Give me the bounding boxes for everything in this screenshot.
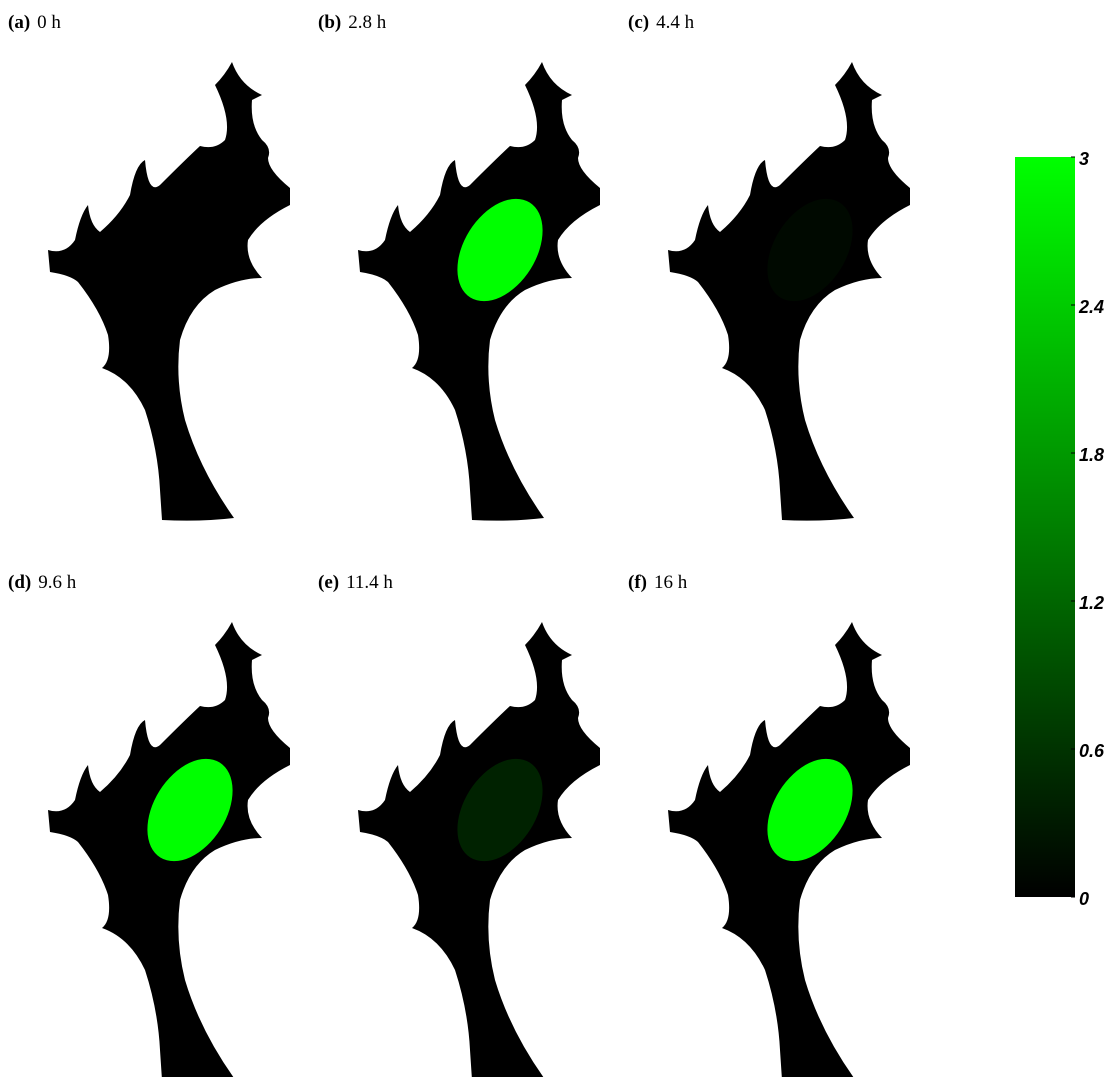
colorbar (1015, 157, 1075, 897)
panel-label: (d) 9.6 h (8, 572, 77, 593)
colorbar-tick-label: 0 (1079, 889, 1089, 909)
colorbar-tick-label: 2.4 (1078, 297, 1104, 317)
panel-label: (b) 2.8 h (318, 12, 387, 33)
nucleus (767, 198, 853, 302)
nucleus (147, 758, 233, 862)
panel-letter: (e) (318, 572, 339, 593)
panel-label: (e) 11.4 h (318, 572, 393, 593)
colorbar-tick-label: 3 (1079, 149, 1089, 169)
panel-time: 4.4 h (656, 12, 695, 33)
panel-time: 0 h (37, 12, 61, 33)
panel-letter: (a) (8, 12, 30, 33)
panel: (b) 2.8 h (318, 12, 600, 521)
panel-time: 16 h (654, 572, 688, 593)
panel-label: (f) 16 h (628, 572, 688, 593)
panel-letter: (c) (628, 12, 649, 33)
panel-time: 2.8 h (348, 12, 387, 33)
panel-letter: (d) (8, 572, 31, 593)
nucleus (457, 198, 543, 302)
nucleus (457, 758, 543, 862)
colorbar-tick-label: 1.2 (1079, 593, 1104, 613)
colorbar-tick-label: 0.6 (1079, 741, 1105, 761)
panel-time: 9.6 h (38, 572, 77, 593)
panel: (e) 11.4 h (318, 572, 600, 1077)
panel-letter: (b) (318, 12, 341, 33)
panel: (c) 4.4 h (628, 12, 910, 521)
nucleus (767, 758, 853, 862)
panel-label: (a) 0 h (8, 12, 61, 33)
colorbar-tick-label: 1.8 (1079, 445, 1104, 465)
panel: (a) 0 h (8, 12, 290, 521)
panel: (f) 16 h (628, 572, 910, 1077)
panel: (d) 9.6 h (8, 572, 290, 1077)
nucleus (147, 198, 233, 302)
panel-letter: (f) (628, 572, 647, 593)
panel-time: 11.4 h (346, 572, 393, 593)
panel-label: (c) 4.4 h (628, 12, 695, 33)
